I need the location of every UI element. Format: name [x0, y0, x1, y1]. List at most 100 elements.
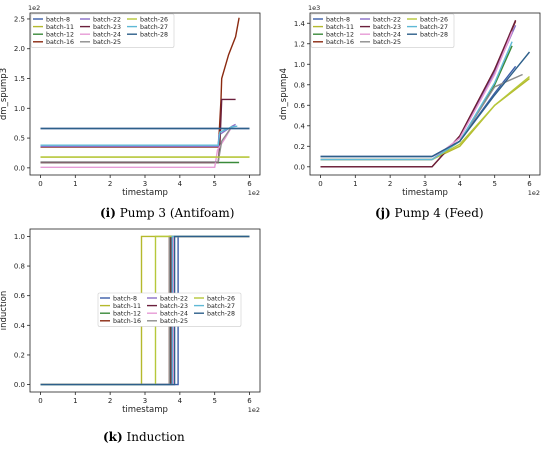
x-tick-label: 2: [108, 180, 112, 188]
caption-pump3: (i) Pump 3 (Antifoam): [100, 206, 234, 220]
legend-label: batch-27: [420, 24, 448, 31]
legend-label: batch-26: [420, 16, 448, 23]
legend-label: batch-22: [373, 16, 401, 23]
series-line-batch-28: [320, 51, 531, 158]
x-tick-label: 4: [178, 180, 183, 188]
legend-label: batch-28: [140, 32, 168, 39]
y-tick-label: 0.0: [14, 381, 25, 389]
caption-pump3-text: Pump 3 (Antifoam): [115, 206, 235, 220]
y-tick-label: 0.8: [14, 263, 25, 271]
caption-pump4-letter: (j): [375, 206, 391, 220]
x-tick-label: 1: [73, 180, 77, 188]
legend-label: batch-28: [420, 32, 448, 39]
legend-label: batch-12: [46, 32, 74, 39]
legend-label: batch-25: [93, 39, 121, 46]
legend-label: batch-16: [113, 318, 141, 325]
y-tick-label: 1.0: [14, 233, 25, 241]
legend-label: batch-16: [326, 39, 354, 46]
caption-pump4-text: Pump 4 (Feed): [390, 206, 484, 220]
x-tick-label: 6: [527, 180, 532, 188]
legend-label: batch-26: [207, 295, 235, 302]
legend-label: batch-12: [113, 311, 141, 318]
x-tick-label: 3: [143, 397, 147, 405]
y-axis-label: dm_spump3: [0, 68, 9, 120]
x-tick-label: 4: [458, 180, 463, 188]
legend-label: batch-22: [160, 295, 188, 302]
x-axis-label: timestamp: [122, 405, 168, 415]
caption-pump4: (j) Pump 4 (Feed): [375, 206, 484, 220]
y-tick-label: 0.6: [14, 292, 26, 300]
series-group: [40, 17, 250, 168]
y-tick-label: 1.0: [14, 105, 25, 113]
y-axis-label: dm_spump4: [279, 68, 289, 120]
x-tick-label: 0: [318, 180, 322, 188]
y-exponent-label: 1e3: [308, 4, 320, 12]
caption-induction-text: Induction: [122, 430, 185, 444]
y-tick-label: 2.0: [14, 45, 25, 53]
caption-induction-letter: (k): [103, 430, 123, 444]
x-tick-label: 2: [388, 180, 392, 188]
x-exponent-label: 1e2: [248, 406, 260, 414]
x-axis-label: timestamp: [402, 188, 448, 198]
legend: batch-8batch-11batch-12batch-16batch-22b…: [30, 13, 175, 48]
y-axis-label: induction: [0, 291, 9, 331]
legend: batch-8batch-11batch-12batch-16batch-22b…: [310, 13, 455, 48]
caption-pump3-letter: (i): [100, 206, 116, 220]
legend-box: [30, 13, 175, 48]
y-tick-label: 0.0: [294, 163, 305, 171]
legend-label: batch-8: [113, 295, 137, 302]
legend-label: batch-25: [373, 39, 401, 46]
chart-2: 0 1 2 3 4 5 6 0.0 0.2 0.4 0.6 0.8 1.0 timestamp induct…: [0, 228, 261, 415]
series-line-batch-27: [40, 125, 238, 146]
series-line-batch-25: [40, 125, 233, 163]
legend-box: [97, 292, 242, 327]
y-tick-label: 0.4: [14, 322, 26, 330]
x-tick-label: 4: [178, 397, 183, 405]
x-tick-label: 0: [38, 397, 42, 405]
chart-0: 0 1 2 3 4 5 6 0.0 0.5 1.0 1.5 2.0 2.5 timestamp dm_spu…: [0, 4, 261, 198]
legend-label: batch-11: [326, 24, 354, 31]
legend-label: batch-24: [160, 311, 188, 318]
legend-label: batch-16: [46, 39, 74, 46]
legend-label: batch-23: [373, 24, 401, 31]
y-tick-label: 1.2: [294, 40, 305, 48]
legend-label: batch-24: [373, 32, 401, 39]
y-tick-label: 0.8: [294, 81, 305, 89]
legend-label: batch-26: [140, 16, 168, 23]
x-exponent-label: 1e2: [528, 189, 540, 197]
legend-label: batch-11: [113, 303, 141, 310]
legend-label: batch-25: [160, 318, 188, 325]
x-axis-label: timestamp: [122, 188, 168, 198]
legend-label: batch-28: [207, 311, 235, 318]
x-tick-label: 1: [73, 397, 77, 405]
y-tick-label: 0.2: [294, 143, 305, 151]
y-tick-label: 0.5: [14, 135, 25, 143]
x-tick-label: 6: [247, 397, 252, 405]
y-tick-label: 0.4: [294, 122, 306, 130]
x-tick-label: 1: [353, 180, 357, 188]
y-tick-label: 1.0: [294, 61, 305, 69]
y-tick-label: 1.5: [14, 75, 25, 83]
y-tick-label: 1.4: [294, 20, 306, 28]
y-tick-label: 0.2: [14, 351, 25, 359]
x-tick-label: 6: [247, 180, 252, 188]
x-exponent-label: 1e2: [248, 189, 260, 197]
x-tick-label: 2: [108, 397, 112, 405]
x-tick-label: 5: [212, 180, 216, 188]
legend-label: batch-23: [93, 24, 121, 31]
series-line-batch-24: [40, 125, 233, 168]
legend-label: batch-27: [140, 24, 168, 31]
y-tick-label: 0.6: [294, 102, 306, 110]
legend-label: batch-24: [93, 32, 121, 39]
y-exponent-label: 1e2: [28, 4, 40, 12]
legend-label: batch-8: [46, 16, 70, 23]
series-group: [320, 19, 531, 168]
legend-label: batch-27: [207, 303, 235, 310]
x-tick-label: 3: [423, 180, 427, 188]
series-line-batch-23: [320, 19, 517, 168]
legend-label: batch-11: [46, 24, 74, 31]
x-tick-label: 3: [143, 180, 147, 188]
y-tick-label: 0.0: [14, 164, 25, 172]
